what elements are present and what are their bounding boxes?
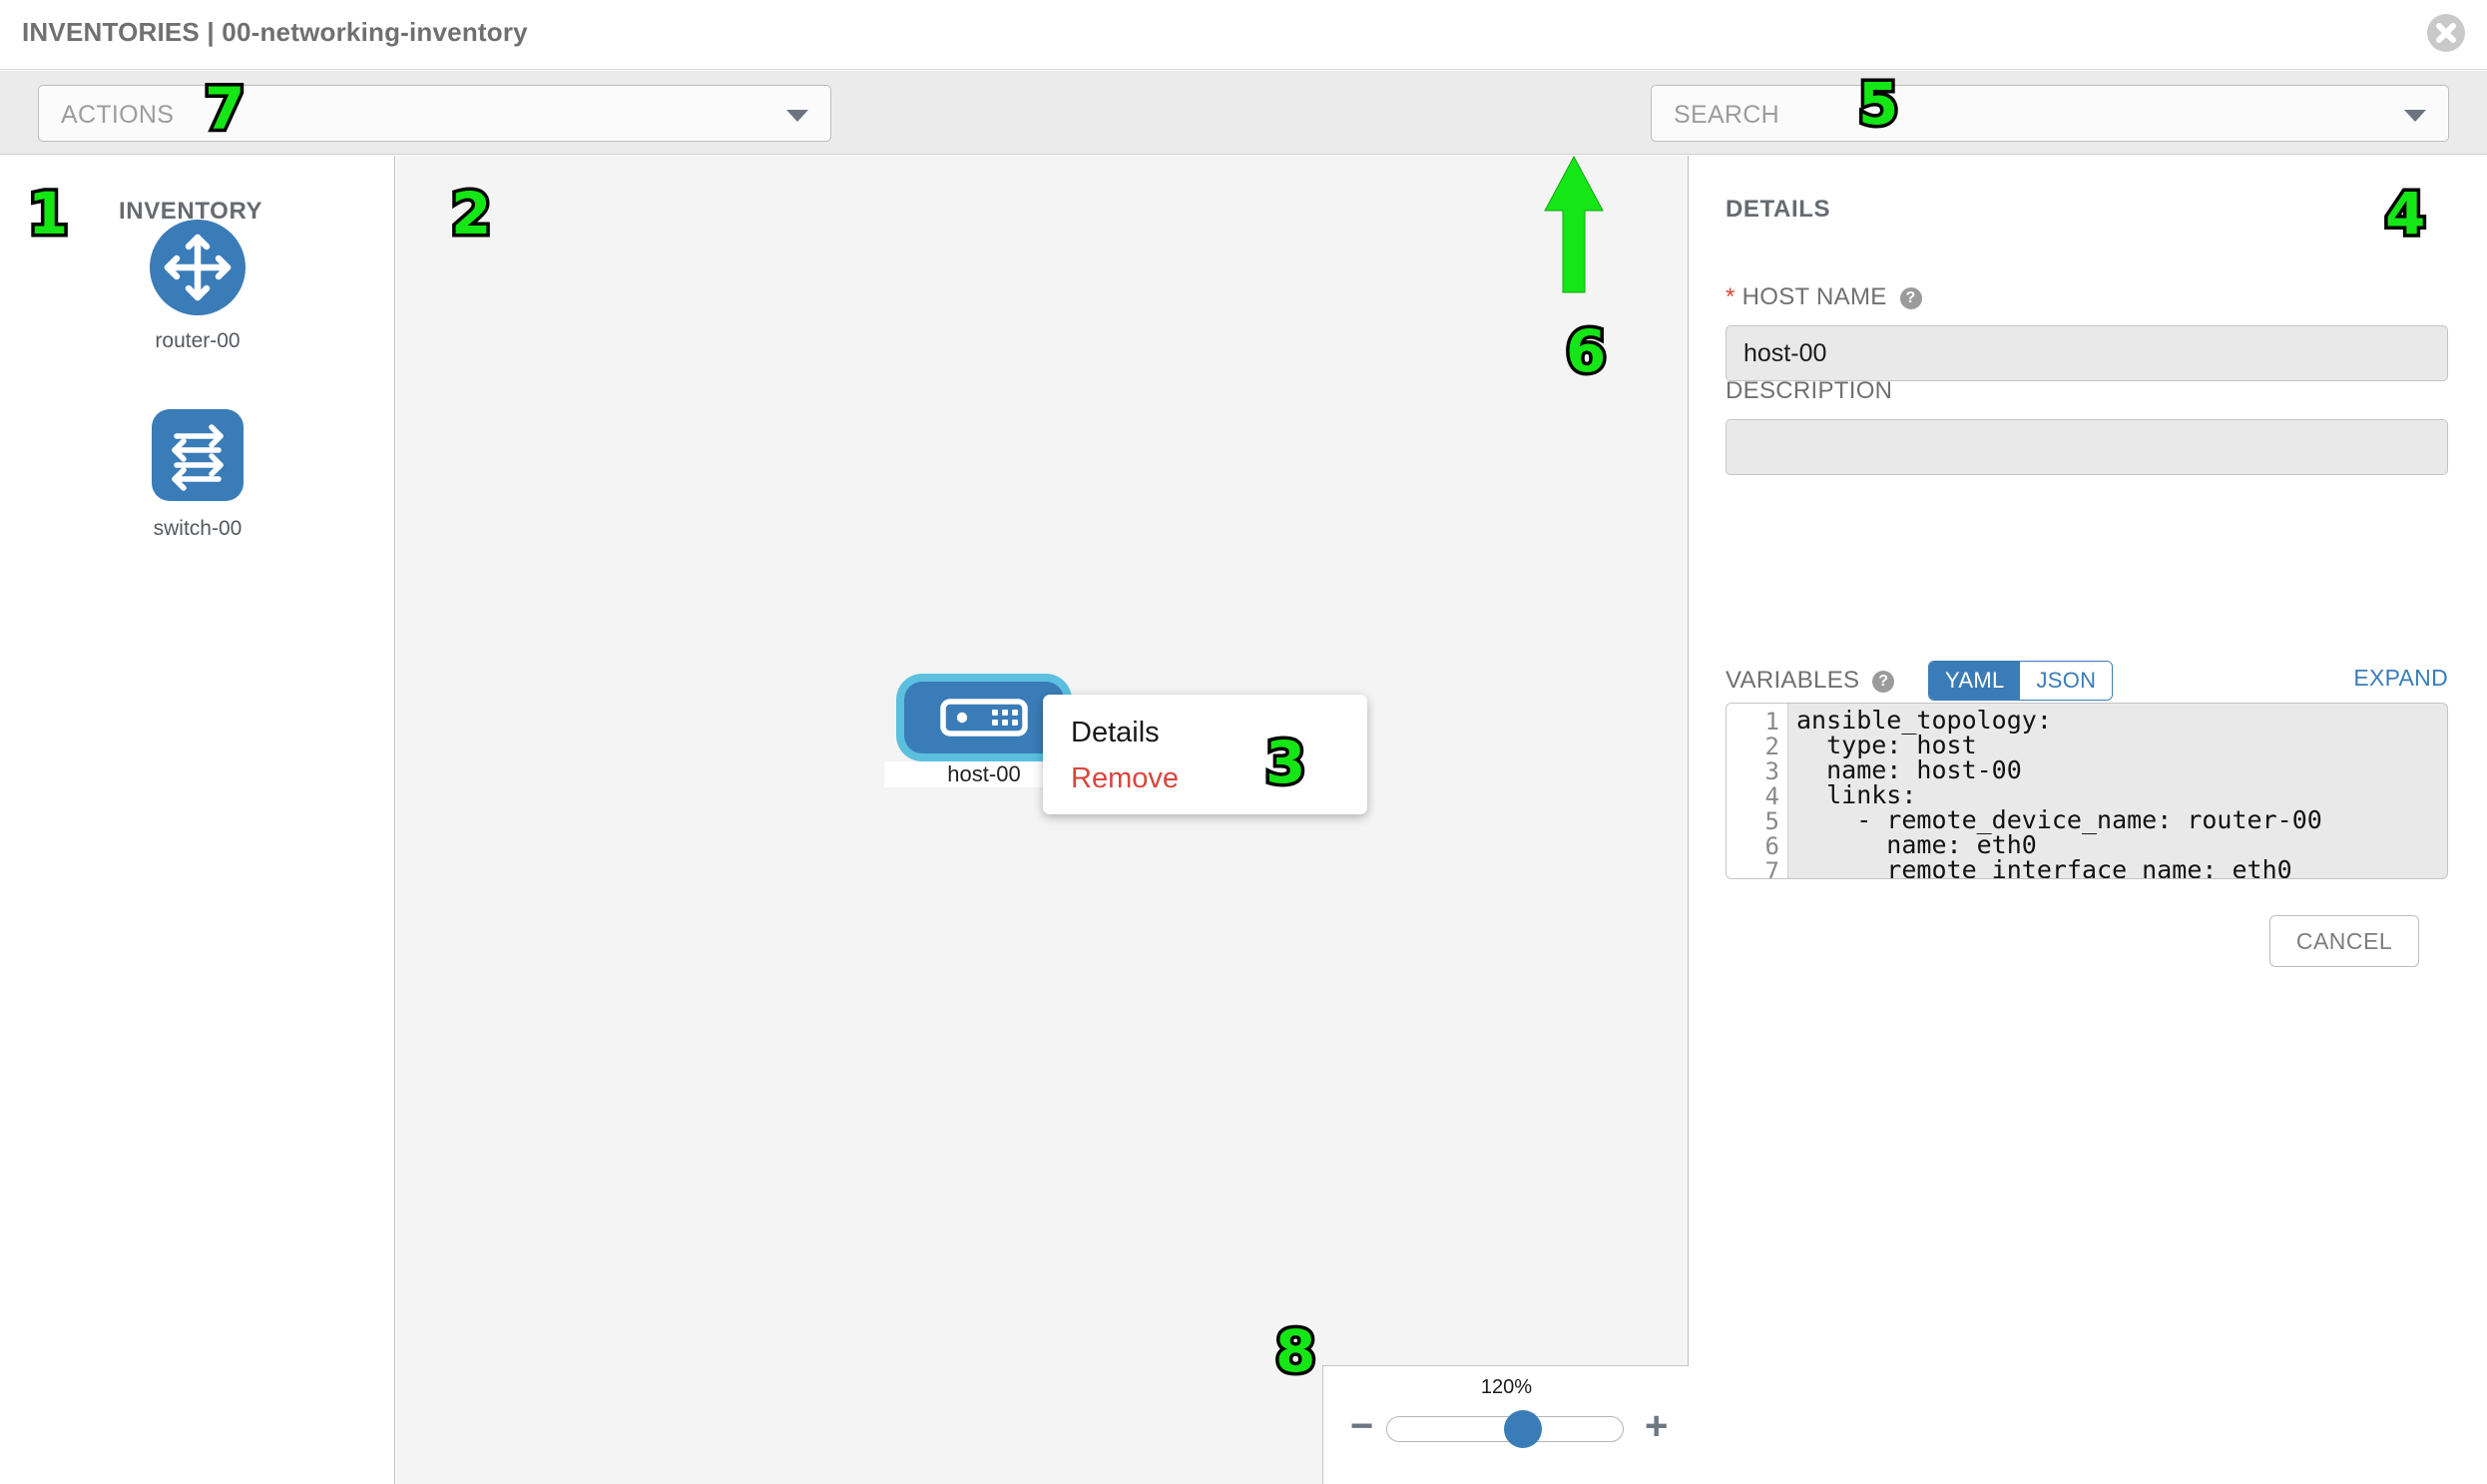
help-icon[interactable]: ? <box>1899 287 1922 309</box>
server-icon <box>904 682 1064 753</box>
code-line: name: host-00 <box>1796 755 2022 784</box>
host-name-label-text: HOST NAME <box>1741 283 1887 310</box>
chevron-down-icon <box>2404 110 2426 122</box>
code-line-number: 4 <box>1764 782 1779 810</box>
zoom-in-button[interactable]: + <box>1645 1404 1669 1448</box>
code-line: ansible_topology: <box>1796 706 2052 735</box>
cancel-button[interactable]: CANCEL <box>2269 915 2419 967</box>
code-line-number: 3 <box>1764 757 1779 785</box>
inventory-sidebar: INVENTORY router-00 <box>0 156 395 1484</box>
code-line-number: 1 <box>1764 708 1779 736</box>
required-marker: * <box>1726 283 1736 310</box>
host-name-label: * HOST NAME ? <box>1726 283 1922 311</box>
format-toggle-yaml[interactable]: YAML <box>1929 662 2021 700</box>
actions-dropdown[interactable]: ACTIONS <box>38 85 831 142</box>
sidebar-item-router-00[interactable]: router-00 <box>0 218 395 377</box>
variables-format-toggle: YAML JSON <box>1928 661 2114 701</box>
variables-code-editor[interactable]: 1 2 3 4 5 6 7 ansible_topology: type: ho… <box>1726 703 2448 879</box>
format-toggle-json[interactable]: JSON <box>2020 662 2113 700</box>
node-context-menu[interactable]: Details Remove <box>1043 695 1367 814</box>
host-name-field[interactable] <box>1726 325 2448 381</box>
help-icon[interactable]: ? <box>1872 671 1895 693</box>
page-title: INVENTORIES | 00-networking-inventory <box>22 17 528 47</box>
code-line: - remote_device_name: router-00 <box>1796 805 2322 834</box>
code-line: remote_interface_name: eth0 <box>1796 855 2292 879</box>
toolbar: ACTIONS SEARCH <box>0 71 2487 213</box>
window-title-bar: INVENTORIES | 00-networking-inventory <box>0 0 2487 70</box>
code-line: name: eth0 <box>1796 830 2037 859</box>
description-field[interactable] <box>1726 419 2448 475</box>
code-line-number: 6 <box>1764 832 1779 860</box>
zoom-level-label: 120% <box>1480 1376 1533 1398</box>
sidebar-item-label: router-00 <box>155 329 241 352</box>
sidebar-heading: INVENTORY <box>119 198 263 225</box>
actions-dropdown-label: ACTIONS <box>61 101 175 129</box>
code-line: type: host <box>1796 731 1977 759</box>
zoom-control: 120% − + <box>1322 1365 1689 1484</box>
context-menu-item-details[interactable]: Details <box>1071 717 1160 748</box>
sidebar-item-label: switch-00 <box>153 517 243 540</box>
close-icon[interactable] <box>2427 14 2465 52</box>
description-label: DESCRIPTION <box>1726 377 1893 404</box>
zoom-out-button[interactable]: − <box>1350 1404 1374 1448</box>
sidebar-item-switch-00[interactable]: switch-00 <box>0 405 395 565</box>
code-line-number: 2 <box>1764 733 1779 760</box>
code-gutter: 1 2 3 4 5 6 7 <box>1727 704 1788 879</box>
code-line: links: <box>1796 780 1917 809</box>
variables-label: VARIABLES ? <box>1726 667 1895 695</box>
details-heading: DETAILS <box>1726 196 1831 223</box>
topology-canvas[interactable]: host-00 Details Remove <box>396 156 1689 1484</box>
zoom-slider-handle[interactable] <box>1504 1410 1542 1448</box>
context-menu-item-remove[interactable]: Remove <box>1071 762 1179 794</box>
details-panel: DETAILS * HOST NAME ? DESCRIPTION VARIAB… <box>1690 156 2487 1484</box>
router-icon <box>148 218 248 317</box>
chevron-down-icon <box>786 110 808 122</box>
code-line-number: 7 <box>1764 857 1779 879</box>
search-input[interactable]: SEARCH <box>1651 85 2449 142</box>
search-placeholder: SEARCH <box>1674 101 1779 129</box>
expand-variables-link[interactable]: EXPAND <box>2353 665 2448 691</box>
topology-node-host-00[interactable]: host-00 <box>884 682 1084 787</box>
switch-icon <box>148 405 248 505</box>
variables-label-text: VARIABLES <box>1726 667 1860 694</box>
code-line-number: 5 <box>1764 807 1779 835</box>
